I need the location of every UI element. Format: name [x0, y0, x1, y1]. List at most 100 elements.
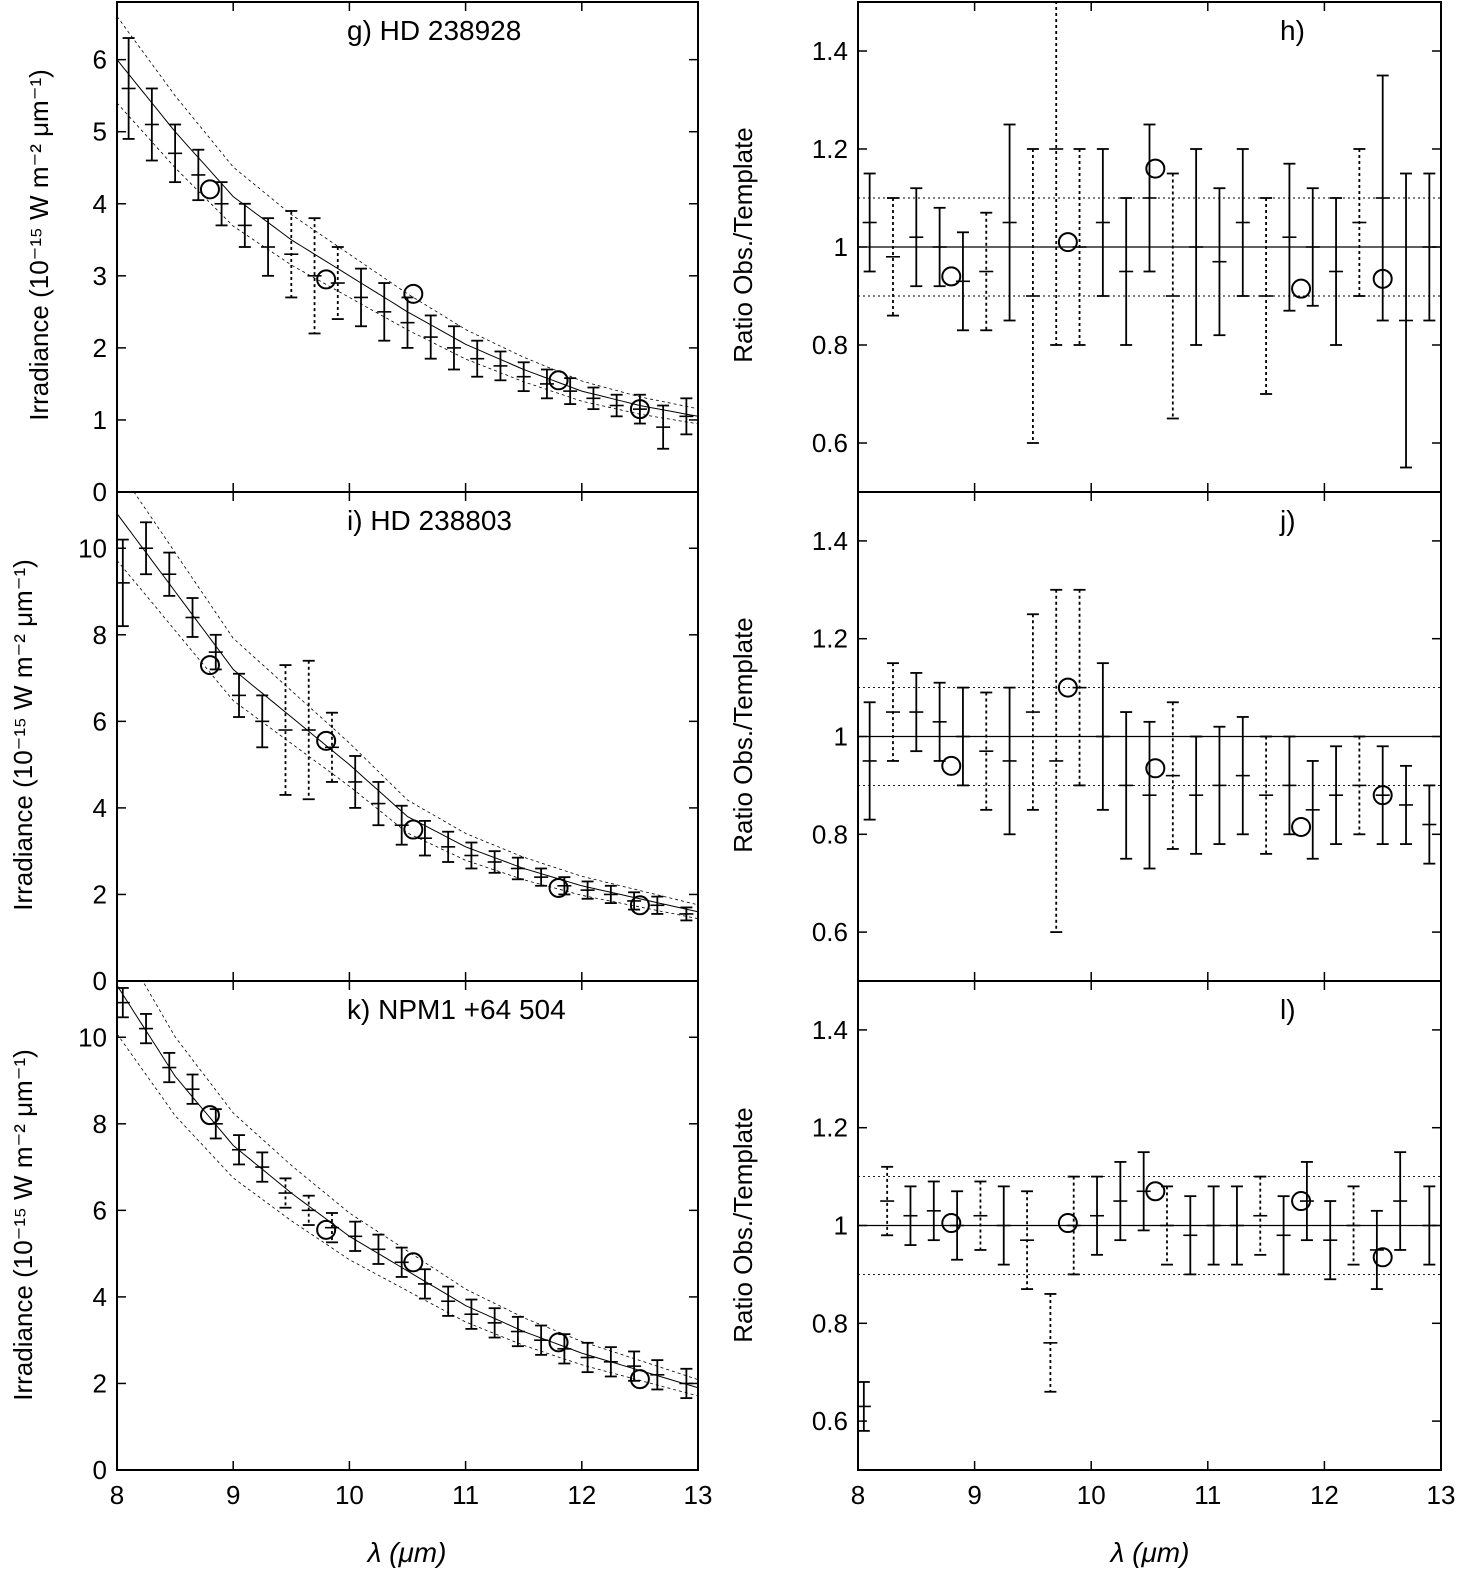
data-point: [1189, 735, 1204, 855]
data-point: [1329, 745, 1344, 845]
y-tick-label: 0.6: [812, 1406, 848, 1436]
data-point: [348, 755, 363, 809]
panel-j: 0.6 0.8 1 1.2 1.4 j): [812, 491, 1442, 982]
data-point: [632, 393, 647, 425]
y-tick-label: 1: [834, 722, 848, 752]
data-point: [423, 314, 438, 360]
data-point: [1136, 1151, 1151, 1232]
data-point: [1025, 613, 1040, 811]
data-point: [121, 37, 136, 140]
y-tick-label: 1: [93, 405, 107, 435]
data-point: [232, 1134, 247, 1166]
y-tick-label: 8: [93, 620, 107, 650]
panel-i: 0 2 4 6 8 10 i) HD 238803: [78, 491, 699, 996]
plot-area: [117, 16, 698, 450]
data-point: [1375, 74, 1390, 322]
data-point: [1119, 711, 1134, 860]
data-point: [950, 1190, 965, 1261]
panel-h: 0.6 0.8 1 1.2 1.4 h): [812, 1, 1442, 493]
y-tick-label: 1: [834, 1211, 848, 1241]
data-point: [1305, 187, 1320, 307]
plot-frame: [116, 491, 699, 982]
y-tick-label: 0: [93, 1455, 107, 1485]
data-point: [278, 664, 293, 796]
data-point: [1095, 148, 1110, 297]
y-tick-label: 2: [93, 1368, 107, 1398]
data-point: [1323, 1200, 1338, 1281]
data-point: [656, 404, 671, 450]
data-point: [1002, 686, 1017, 836]
data-point: [394, 1246, 409, 1278]
plot-area: [117, 981, 698, 1400]
data-point: [1095, 662, 1110, 811]
panel-title: k) NPM1 +64 504: [347, 994, 566, 1025]
data-point: [534, 867, 549, 887]
data-point: [932, 206, 947, 288]
data-point: [1212, 725, 1227, 845]
data-point: [603, 1346, 618, 1378]
data-point: [117, 987, 130, 1019]
photometry-circle: [941, 1213, 962, 1234]
data-point: [510, 1315, 525, 1348]
data-point: [371, 781, 386, 827]
photometry-circle: [1057, 232, 1078, 253]
data-point: [330, 246, 345, 320]
y-tick-label: 3: [93, 261, 107, 291]
photometry-circle: [199, 1105, 220, 1126]
y-tick-label: 1.4: [812, 1015, 848, 1045]
data-point: [1189, 148, 1204, 346]
data-point: [139, 521, 154, 576]
plot-frame: [116, 1, 699, 493]
photometry-circle: [1145, 758, 1166, 779]
data-point: [534, 1324, 549, 1356]
data-point: [278, 1177, 293, 1209]
data-point: [168, 123, 183, 184]
data-point: [609, 393, 624, 418]
photometry-circle: [199, 655, 220, 676]
data-point: [464, 841, 479, 870]
data-point: [162, 551, 177, 597]
data-point: [627, 1350, 642, 1382]
x-tick-label: 12: [1310, 1480, 1339, 1510]
photometry-circle: [941, 755, 962, 776]
x-tick-label: 10: [1077, 1480, 1106, 1510]
template-upper-bound: [117, 16, 698, 410]
y-tick-label: 1.4: [812, 526, 848, 556]
data-point: [1165, 172, 1180, 420]
panel-k: 0 2 4 6 8 10 8 9 10 11 12 13 k) NPM1 +64 504: [78, 980, 712, 1510]
data-point: [650, 1359, 665, 1391]
plot-area: [858, 2, 1441, 469]
data-point: [1066, 1175, 1081, 1276]
y-tick-label: 1.2: [812, 1113, 848, 1143]
y-tick-label: 1: [834, 232, 848, 262]
data-point: [932, 681, 947, 762]
data-point: [191, 148, 206, 202]
data-point: [1235, 716, 1250, 836]
data-point: [1142, 720, 1157, 870]
data-point: [237, 202, 252, 248]
photometry-circle: [1291, 816, 1312, 837]
panel-title: j): [1279, 505, 1296, 536]
x-tick-label: 8: [110, 1480, 124, 1510]
data-point: [394, 804, 409, 846]
data-point: [973, 1180, 988, 1251]
data-point: [284, 210, 299, 299]
data-point: [563, 377, 578, 405]
panel-title: g) HD 238928: [347, 15, 521, 46]
x-tick-label: 10: [335, 1480, 364, 1510]
template-curve: [117, 59, 698, 417]
photometry-circle: [316, 269, 337, 290]
data-point: [441, 1285, 456, 1317]
y-tick-label: 4: [93, 1282, 107, 1312]
x-tick-label: 9: [226, 1480, 240, 1510]
data-point: [117, 538, 130, 628]
data-point: [650, 895, 665, 915]
data-point: [603, 884, 618, 905]
data-point: [354, 267, 369, 328]
plot-frame: [116, 980, 699, 1471]
photometry-circle: [403, 819, 424, 840]
photometry-circle: [548, 370, 569, 391]
data-point: [1276, 1195, 1291, 1276]
y-tick-label: 5: [93, 117, 107, 147]
